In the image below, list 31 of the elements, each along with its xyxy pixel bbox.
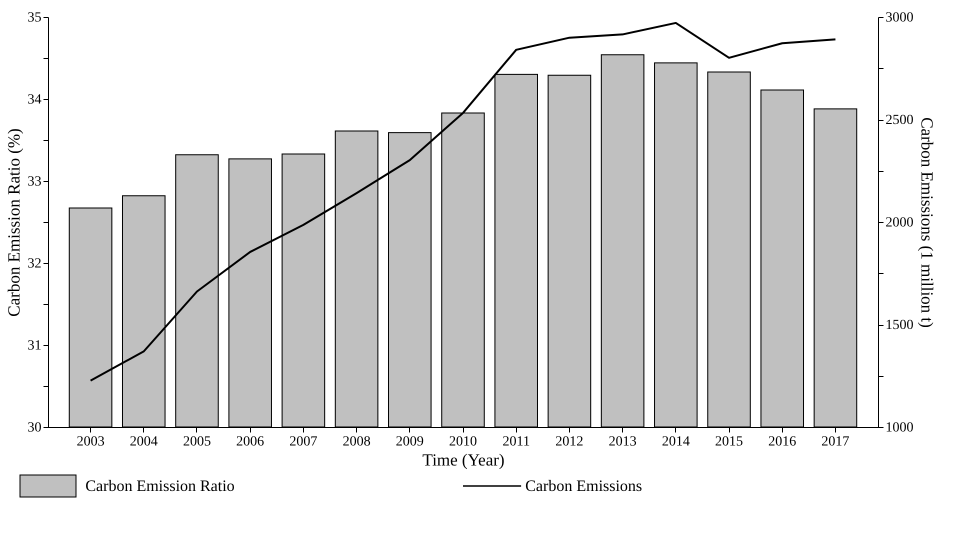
x-tick-label: 2014 [662, 434, 690, 450]
y-axis-title: Carbon Emission Ratio (%) [4, 128, 24, 317]
x-tick-label: 2005 [182, 434, 211, 450]
y-tick-label: 30 [28, 420, 42, 436]
y-tick-label: 33 [28, 174, 42, 190]
x-tick-label: 2007 [289, 434, 318, 450]
y2-tick-label: 2000 [886, 216, 914, 230]
y-tick-label: 31 [28, 338, 42, 354]
y-tick-label: 32 [28, 256, 42, 272]
y2-tick-label: 1000 [886, 420, 914, 436]
legend-label: Carbon Emissions [525, 478, 642, 495]
y2-tick-label: 3000 [886, 10, 914, 26]
x-tick-label: 2016 [768, 434, 796, 450]
x-tick-label: 2011 [502, 434, 530, 450]
x-tick-label: 2004 [130, 434, 158, 450]
x-tick-label: 2003 [76, 434, 105, 450]
x-axis-title: Time (Year) [422, 450, 505, 470]
x-tick-label: 2010 [449, 434, 477, 450]
x-tick-label: 2012 [555, 434, 584, 450]
y2-axis-title: Carbon Emissions (1 million t) [918, 117, 936, 328]
y2-tick-label: 2500 [886, 113, 914, 128]
y-tick-label: 35 [28, 10, 42, 26]
x-tick-label: 2008 [342, 434, 371, 450]
x-tick-label: 2017 [821, 434, 850, 450]
y2-tick-label: 1500 [886, 318, 914, 333]
x-tick-label: 2013 [608, 434, 637, 450]
x-tick-label: 2015 [715, 434, 744, 450]
y-tick-label: 34 [28, 92, 42, 108]
x-tick-label: 2009 [396, 434, 424, 450]
x-tick-label: 2006 [236, 434, 264, 450]
legend-label: Carbon Emission Ratio [85, 478, 235, 495]
